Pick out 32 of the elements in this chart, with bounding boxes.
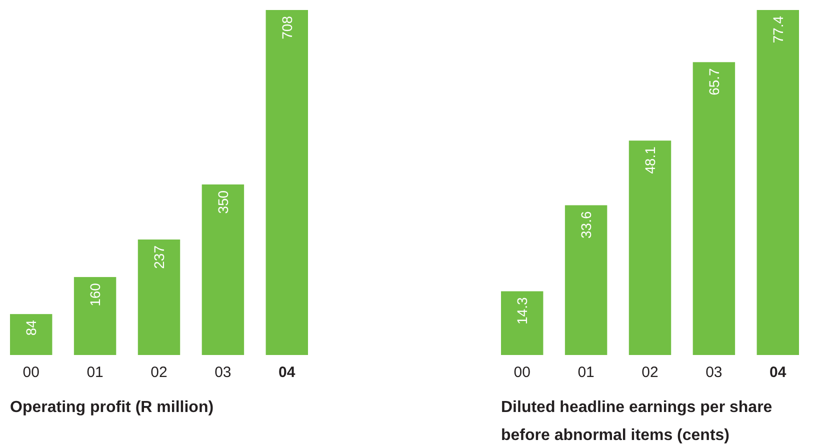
data-label: 84	[23, 320, 40, 336]
x-tick-label: 04	[770, 364, 787, 381]
bar	[202, 184, 244, 355]
x-tick-label: 03	[214, 364, 232, 381]
data-label: 65.7	[706, 68, 722, 96]
bar	[138, 240, 180, 355]
bar	[628, 140, 672, 355]
x-tick-label: 01	[86, 364, 104, 381]
text: Diluted headline earnings per share before abnormal items (cents)	[501, 399, 772, 444]
bar	[501, 291, 544, 355]
data-label: 160	[87, 282, 104, 306]
x-tick-label: 02	[150, 364, 168, 381]
x-tick-label: 00	[22, 364, 40, 381]
data-label: 14.3	[514, 297, 530, 325]
text: Operating profit (R million)	[10, 399, 214, 416]
data-label: 48.1	[642, 146, 658, 174]
data-label: 237	[151, 245, 167, 269]
data-label: 350	[214, 190, 231, 214]
data-label: 77.4	[770, 16, 786, 44]
x-tick-label: 00	[514, 364, 530, 381]
x-tick-label: 01	[578, 364, 594, 381]
x-tick-label: 04	[278, 364, 296, 381]
bar	[10, 314, 52, 355]
bar	[564, 205, 608, 355]
bar	[266, 10, 308, 355]
x-tick-label: 03	[706, 364, 722, 381]
data-label: 33.6	[578, 211, 594, 238]
bar	[756, 10, 799, 355]
x-tick-label: 02	[642, 364, 658, 381]
data-label: 708	[278, 16, 295, 40]
bar	[692, 62, 736, 355]
bar	[74, 277, 116, 355]
